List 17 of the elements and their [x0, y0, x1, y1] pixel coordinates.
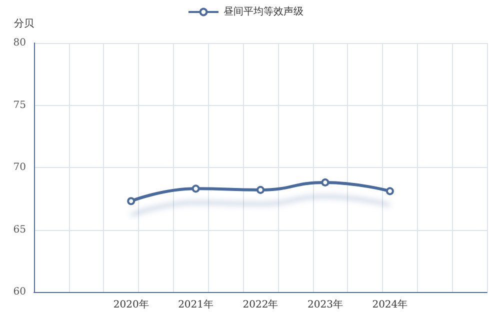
y-tick-label: 75	[13, 100, 26, 111]
y-axis-title: 分贝	[14, 18, 34, 30]
x-tick-label: 2021年	[178, 298, 214, 310]
y-tick-label: 70	[13, 162, 26, 173]
point	[321, 178, 330, 186]
point	[127, 197, 136, 206]
point	[256, 186, 264, 194]
x-tick-label: 2022年	[242, 298, 278, 310]
point	[192, 184, 200, 193]
x-tick-label: 2024年	[372, 298, 408, 310]
y-tick-label: 60	[13, 286, 26, 298]
legend-label: 昼间平均等效声级	[224, 6, 304, 18]
y-tick-label: 65	[13, 224, 26, 236]
x-tick-label: 2020年	[113, 298, 149, 310]
point	[386, 187, 394, 196]
x-tick-label: 2023年	[307, 298, 343, 310]
y-tick-label: 80	[13, 38, 26, 48]
